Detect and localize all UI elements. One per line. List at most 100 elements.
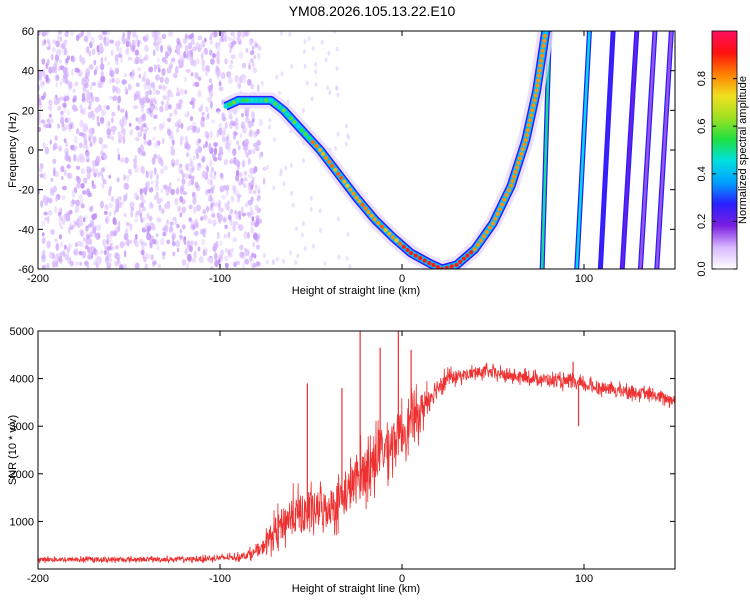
noise-speckle xyxy=(85,151,90,157)
noise-speckle xyxy=(232,224,236,232)
noise-speckle xyxy=(55,261,58,268)
noise-speckle xyxy=(176,186,179,195)
noise-speckle xyxy=(115,77,120,85)
noise-speckle xyxy=(169,182,172,187)
noise-speckle xyxy=(169,61,174,68)
noise-speckle xyxy=(244,258,250,265)
noise-speckle xyxy=(58,31,63,35)
noise-speckle xyxy=(106,264,111,269)
noise-speckle xyxy=(196,204,202,212)
noise-speckle xyxy=(233,261,237,267)
curve-dot xyxy=(268,98,274,103)
noise-speckle xyxy=(235,159,241,167)
noise-speckle xyxy=(167,128,172,136)
noise-speckle xyxy=(201,157,205,163)
noise-speckle xyxy=(123,250,127,258)
noise-speckle xyxy=(300,232,304,238)
curve-dot xyxy=(472,247,477,252)
noise-speckle xyxy=(51,260,56,268)
noise-speckle xyxy=(42,232,45,237)
noise-speckle xyxy=(38,166,43,173)
noise-speckle xyxy=(216,51,221,58)
noise-speckle xyxy=(84,227,88,233)
noise-speckle xyxy=(200,104,204,109)
noise-speckle xyxy=(79,261,82,266)
noise-speckle xyxy=(109,39,115,44)
noise-speckle xyxy=(128,83,131,92)
noise-speckle xyxy=(102,31,108,36)
noise-speckle xyxy=(258,118,264,127)
noise-speckle xyxy=(212,52,216,59)
noise-speckle xyxy=(133,192,139,199)
noise-speckle xyxy=(248,65,251,70)
noise-speckle xyxy=(161,33,167,40)
noise-speckle xyxy=(85,238,90,244)
noise-speckle xyxy=(217,41,221,47)
noise-speckle xyxy=(38,114,41,122)
noise-speckle xyxy=(224,255,229,262)
noise-speckle xyxy=(124,183,129,190)
noise-speckle xyxy=(130,210,134,218)
noise-speckle xyxy=(41,237,46,245)
noise-speckle xyxy=(227,36,232,42)
noise-speckle xyxy=(190,49,194,58)
noise-speckle xyxy=(227,214,232,221)
noise-speckle xyxy=(225,202,229,211)
noise-speckle xyxy=(75,155,79,162)
noise-speckle xyxy=(38,72,41,80)
noise-speckle xyxy=(345,123,348,129)
noise-speckle xyxy=(41,249,46,256)
noise-speckle xyxy=(112,85,116,93)
noise-speckle xyxy=(100,249,104,255)
noise-speckle xyxy=(153,41,158,47)
curve-dot xyxy=(299,128,304,133)
snr-y-axis-label: SNR (10 * v/v) xyxy=(7,415,19,485)
noise-speckle xyxy=(81,97,86,103)
curve-dot xyxy=(264,98,269,103)
noise-speckle xyxy=(234,210,237,215)
noise-speckle xyxy=(202,144,206,149)
noise-speckle xyxy=(57,66,61,72)
noise-speckle xyxy=(242,125,247,134)
noise-speckle xyxy=(38,31,41,36)
noise-speckle xyxy=(228,140,233,146)
curve-dot xyxy=(236,98,241,103)
colorbar: 0.0 0.2 0.4 0.6 0.8 Normalized spectral ampl… xyxy=(696,30,749,277)
noise-speckle xyxy=(78,153,84,162)
curve-dot xyxy=(520,147,525,152)
noise-speckle xyxy=(110,49,114,56)
noise-speckle xyxy=(149,242,153,249)
noise-speckle xyxy=(82,217,86,223)
noise-speckle xyxy=(145,126,149,132)
noise-speckle xyxy=(134,262,140,269)
noise-speckle xyxy=(78,193,83,200)
curve-dot xyxy=(372,217,377,222)
noise-speckle xyxy=(204,248,208,253)
noise-speckle xyxy=(113,209,117,215)
noise-speckle xyxy=(188,204,193,210)
noise-speckle xyxy=(76,182,81,189)
noise-speckle xyxy=(302,158,305,164)
noise-speckle xyxy=(208,84,212,92)
curve-dot xyxy=(511,174,517,179)
noise-speckle xyxy=(143,140,148,145)
noise-speckle xyxy=(247,78,252,86)
curve-dot xyxy=(506,188,511,193)
noise-speckle xyxy=(80,168,86,175)
noise-speckle xyxy=(91,112,96,121)
noise-speckle xyxy=(114,245,120,250)
noise-speckle xyxy=(234,74,239,83)
noise-speckle xyxy=(77,72,82,77)
curve-dot xyxy=(539,53,545,58)
noise-speckle xyxy=(175,240,181,248)
noise-speckle xyxy=(103,210,108,215)
noise-speckle xyxy=(143,227,146,232)
noise-speckle xyxy=(249,129,253,134)
noise-speckle xyxy=(42,142,47,148)
noise-speckle xyxy=(195,58,200,65)
curve-dot xyxy=(387,231,392,236)
curve-dot xyxy=(500,202,505,207)
noise-speckle xyxy=(105,216,110,224)
curve-dot xyxy=(273,101,278,106)
noise-speckle xyxy=(206,165,210,173)
